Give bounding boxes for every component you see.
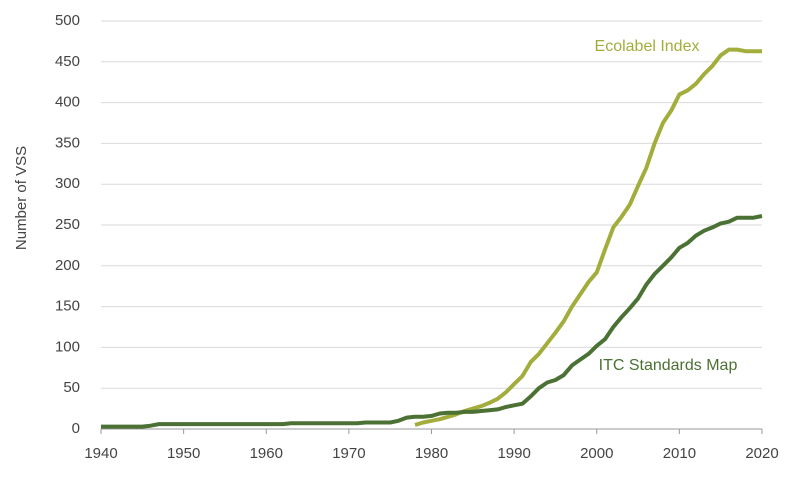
- y-axis-label: Number of VSS: [13, 146, 30, 250]
- y-tick-label: 150: [55, 298, 80, 315]
- x-tick-label: 1980: [415, 445, 448, 462]
- y-tick-label: 350: [55, 134, 80, 151]
- x-tick-label: 1940: [84, 445, 117, 462]
- y-tick-label: 300: [55, 175, 80, 192]
- x-tick-label: 1970: [332, 445, 365, 462]
- x-tick-label: 2000: [580, 445, 613, 462]
- y-tick-label: 200: [55, 257, 80, 274]
- y-tick-label: 0: [72, 420, 80, 437]
- y-tick-label: 250: [55, 216, 80, 233]
- y-tick-label: 500: [55, 12, 80, 29]
- x-tick-label: 1990: [497, 445, 530, 462]
- x-tick-label: 2010: [663, 445, 696, 462]
- x-tick-label: 1950: [167, 445, 200, 462]
- x-tick-label: 1960: [250, 445, 283, 462]
- series-label: ITC Standards Map: [599, 357, 738, 374]
- series-label: Ecolabel Index: [595, 38, 700, 55]
- x-tick-label: 2020: [745, 445, 778, 462]
- series-line: [414, 47, 762, 427]
- y-tick-label: 100: [55, 338, 80, 355]
- y-tick-label: 50: [63, 379, 80, 396]
- y-tick-label: 450: [55, 53, 80, 70]
- series-line: [101, 214, 763, 429]
- y-tick-label: 400: [55, 94, 80, 111]
